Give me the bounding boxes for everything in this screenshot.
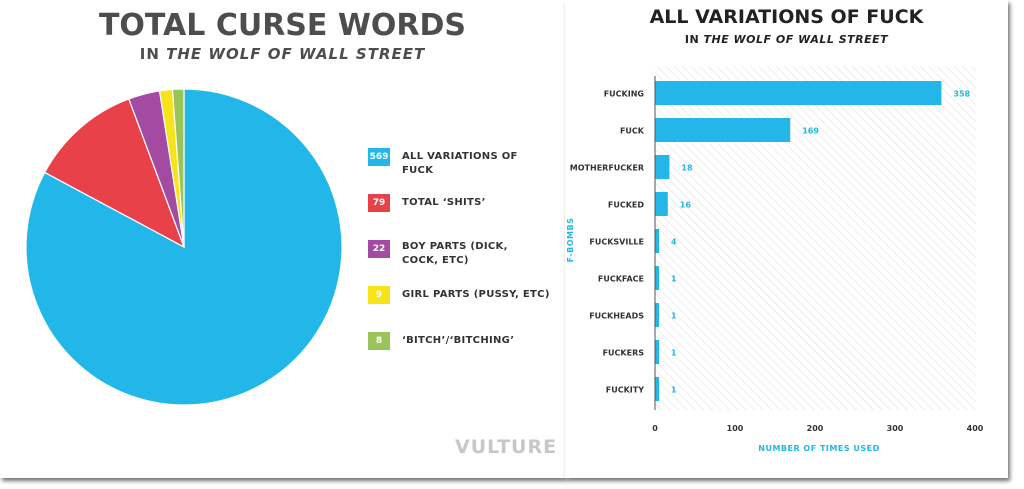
category-label: FUCKSVILLE [589, 238, 644, 247]
bar-axes: 0 100 200 300 400 NUMBER OF TIMES USED F-BOMBS [566, 76, 984, 453]
category-label: FUCKING [604, 90, 644, 99]
vulture-logo: VULTURE [455, 436, 558, 458]
bar-chart-subtitle: IN THE WOLF OF WALL STREET [565, 33, 1008, 46]
bar-fuckity [655, 377, 659, 401]
category-label: FUCKFACE [598, 275, 644, 284]
bar-value-label: 16 [680, 201, 692, 210]
pie-slice-total-shits [43, 98, 186, 249]
legend-value-badge: 22 [368, 240, 390, 258]
bar-value-label: 358 [953, 90, 970, 99]
legend-label: GIRL PARTS (PUSSY, ETC) [402, 289, 550, 300]
category-label: FUCKITY [606, 386, 644, 395]
bar-fucksville [655, 229, 659, 253]
bar-value-label: 1 [671, 386, 677, 395]
bar-value-label: 1 [671, 349, 677, 358]
x-tick-label: 300 [887, 424, 904, 433]
legend-label: ‘BITCH’/‘BITCHING’ [402, 335, 515, 346]
legend-value-badge: 79 [368, 194, 390, 212]
legend-label: TOTAL ‘SHITS’ [402, 197, 486, 208]
pie-chart-subtitle: IN THE WOLF OF WALL STREET [0, 45, 565, 63]
pie-subtitle-film-title: THE WOLF OF WALL STREET [166, 45, 426, 63]
pie-chart-title: TOTAL CURSE WORDS [98, 8, 467, 43]
legend-value-badge: 9 [368, 286, 390, 304]
bar-fucking [655, 81, 942, 105]
x-tick-label: 100 [727, 424, 744, 433]
x-tick-label: 0 [652, 424, 658, 433]
bar-fuck [655, 118, 791, 142]
x-tick-label: 200 [807, 424, 824, 433]
bar-chart-panel: ALL VARIATIONS OF FUCK IN THE WOLF OF WA… [565, 0, 1008, 478]
pie-slices [25, 88, 343, 406]
category-label: FUCKERS [603, 349, 645, 358]
bar-chart: 358 FUCKING 169 FUCK 18 MOTHERFUCKER 16 FUCKED 4… [566, 66, 984, 453]
legend-value-badge: 569 [368, 148, 390, 166]
bar-fucked [655, 192, 668, 216]
category-label: FUCKED [608, 201, 644, 210]
category-label: FUCKHEADS [589, 312, 644, 321]
category-label: MOTHERFUCKER [570, 164, 644, 173]
x-axis-label: NUMBER OF TIMES USED [758, 444, 879, 453]
pie-chart-panel: TOTAL CURSE WORDS IN THE WOLF OF WALL ST… [0, 8, 565, 458]
bar-fuckheads [655, 303, 659, 327]
plot-background [654, 66, 976, 410]
bar-fuckface [655, 266, 659, 290]
category-label: FUCK [620, 127, 645, 136]
x-tick-label: 400 [967, 424, 984, 433]
pie-chart [25, 88, 343, 406]
bar-subtitle-film-title: THE WOLF OF WALL STREET [703, 33, 889, 46]
pie-slice-bitch-bitching [171, 88, 185, 248]
legend-label: BOY PARTS (DICK, COCK, ETC) [402, 241, 508, 266]
legend-value-badge: 8 [368, 332, 390, 350]
bar-chart-title: ALL VARIATIONS OF FUCK [649, 6, 924, 28]
bar-value-label: 169 [802, 127, 819, 136]
y-axis-label: F-BOMBS [566, 218, 575, 263]
bar-value-label: 18 [681, 164, 693, 173]
bar-fuckers [655, 340, 659, 364]
bar-value-label: 4 [671, 238, 677, 247]
bar-value-label: 1 [671, 275, 677, 284]
pie-subtitle-prefix: IN [139, 45, 167, 63]
bar-value-label: 1 [671, 312, 677, 321]
legend-label: ALL VARIATIONS OF FUCK [402, 151, 518, 176]
bar-subtitle-prefix: IN [684, 33, 704, 46]
bar-motherfucker [655, 155, 670, 179]
bar-marks: 358 FUCKING 169 FUCK 18 MOTHERFUCKER 16 FUCKED 4… [570, 81, 971, 401]
